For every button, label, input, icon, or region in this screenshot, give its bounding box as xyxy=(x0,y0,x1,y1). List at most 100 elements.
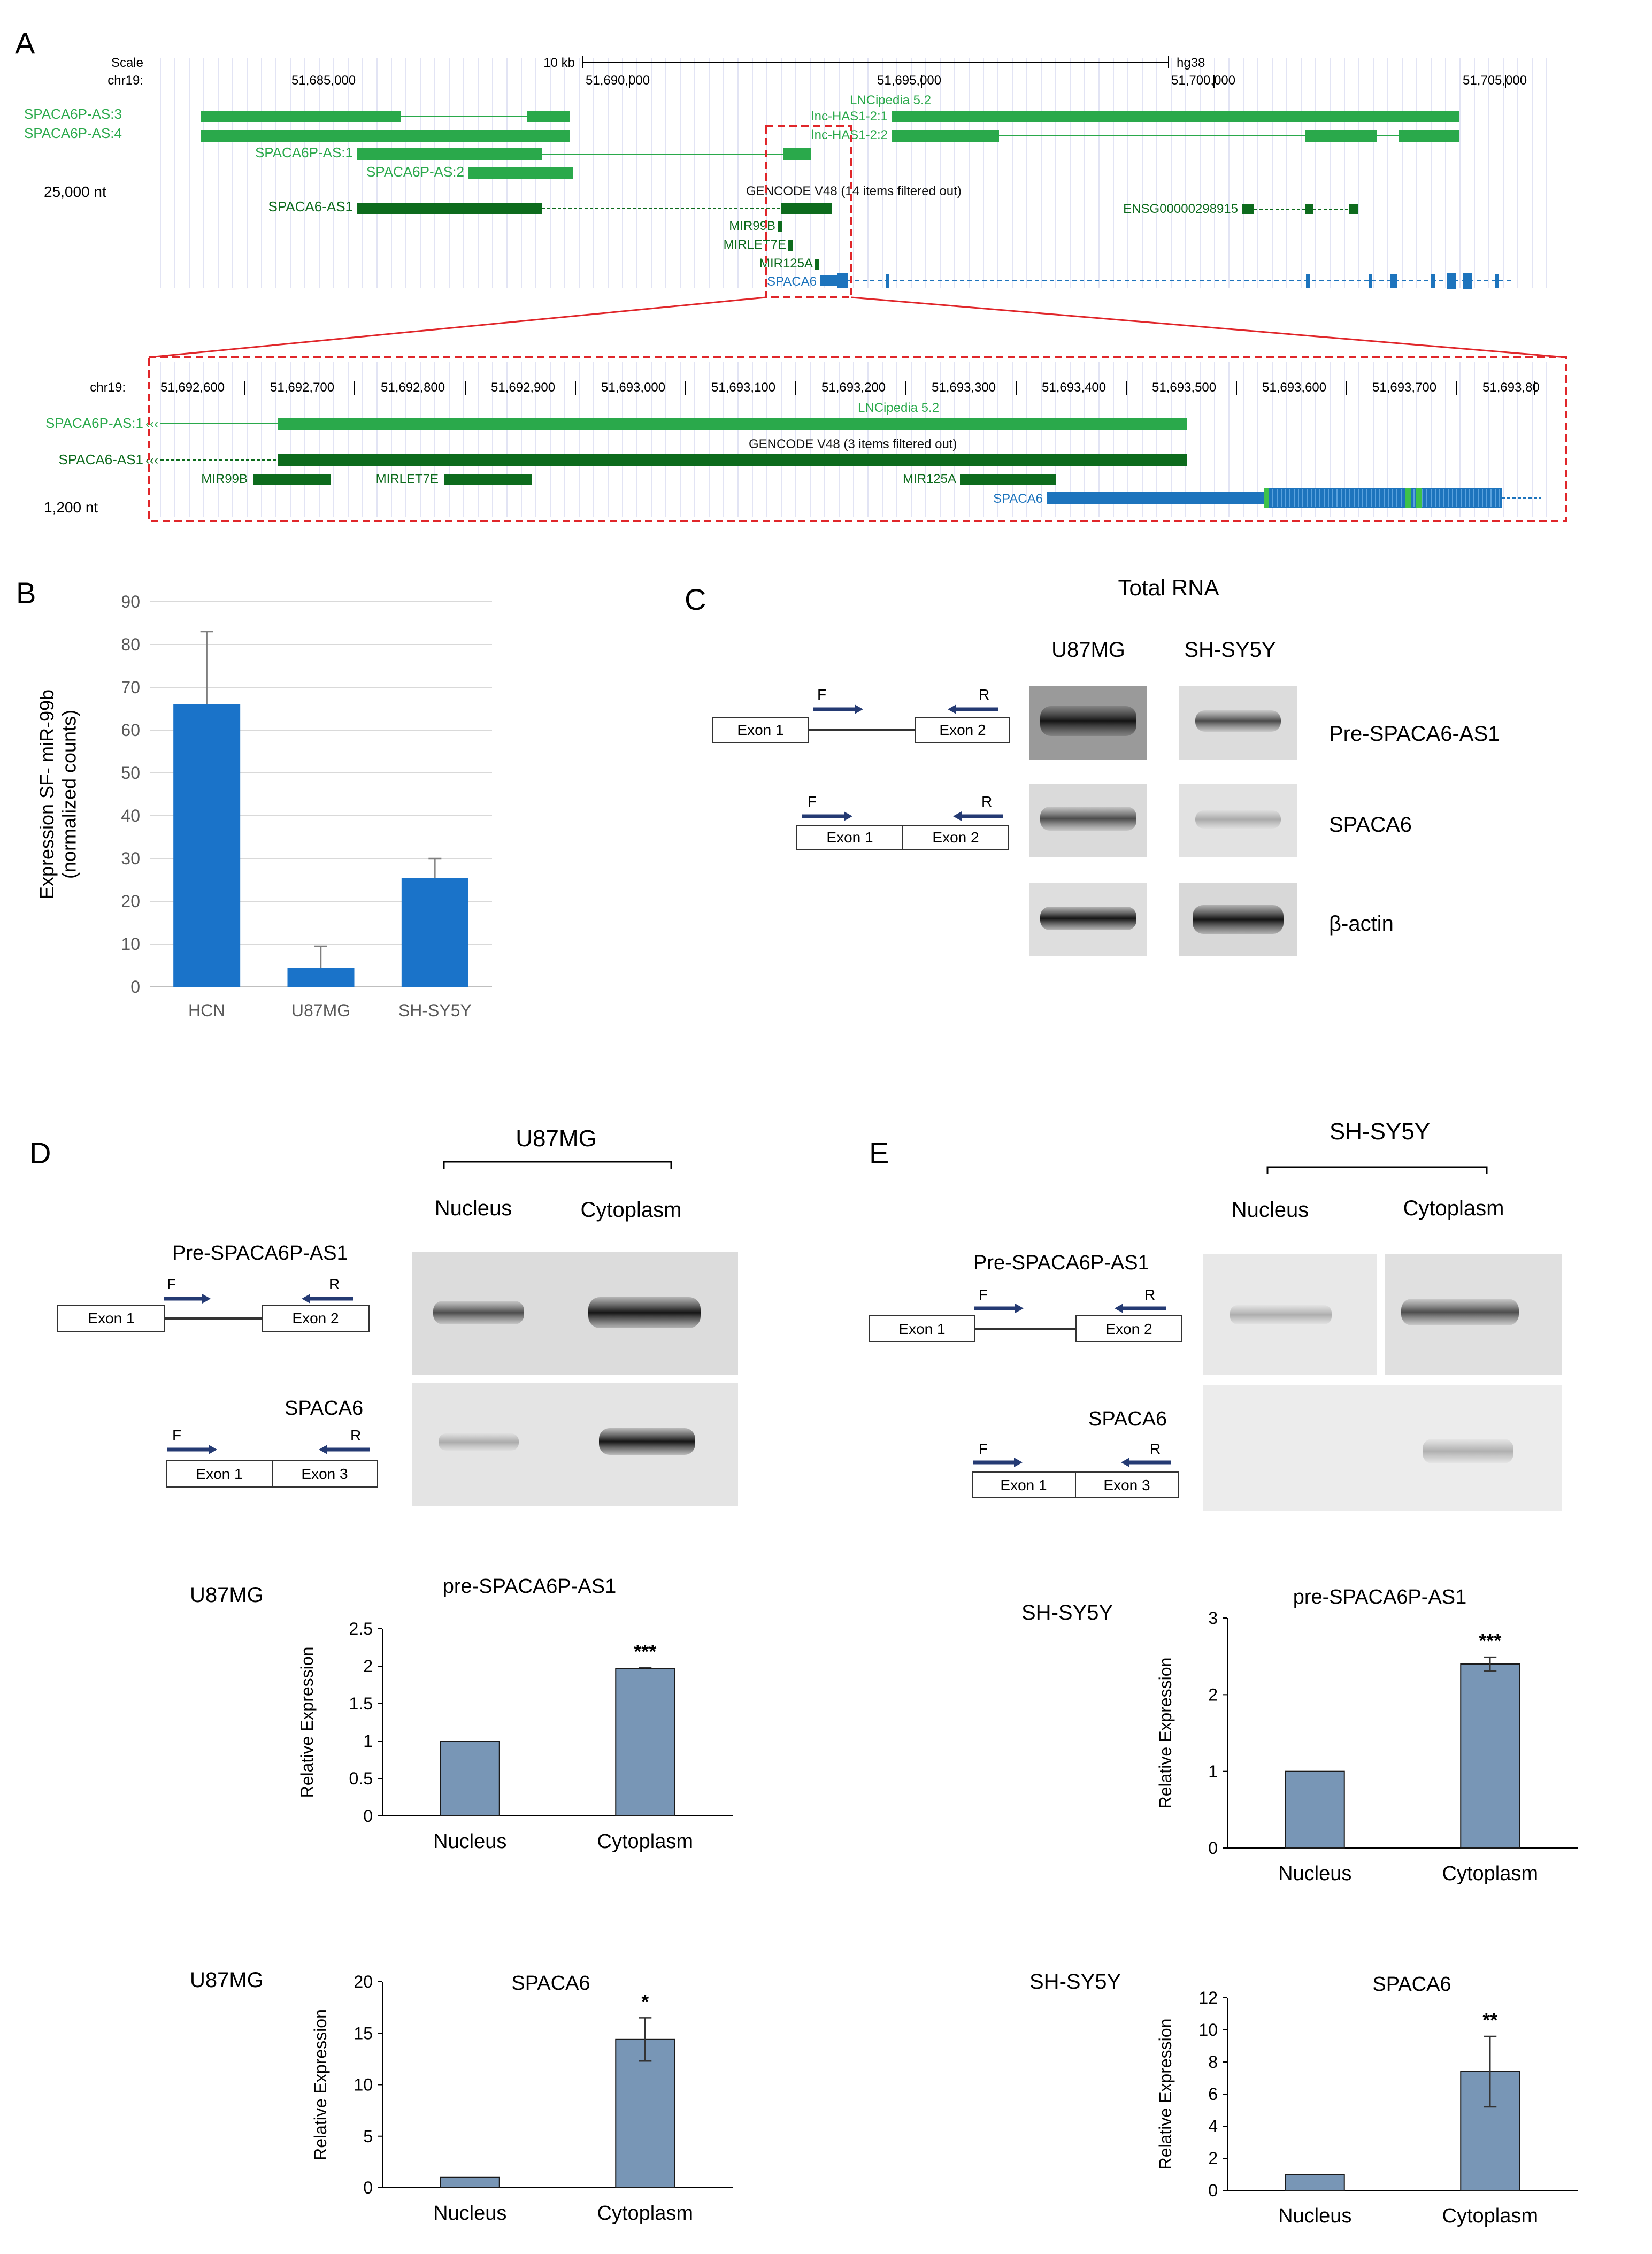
y-tick-label: 90 xyxy=(121,592,140,611)
reverse-primer-label: R xyxy=(329,1276,340,1292)
zoom-nt-label: 1,200 nt xyxy=(44,499,98,516)
zoom-track-label-mir125a: MIR125A xyxy=(903,472,956,486)
y-tick-label: 5 xyxy=(363,2127,373,2146)
primer-schematic-e-pre: Exon 1 Exon 2 F R xyxy=(869,1286,1182,1342)
y-tick-label: 6 xyxy=(1208,2084,1218,2104)
zoom-position: 51,693,600 xyxy=(1262,380,1326,395)
track-label-spaca6: SPACA6 xyxy=(767,274,817,289)
zoom-region-box xyxy=(765,125,852,298)
zoom-position: 51,693,000 xyxy=(601,380,665,395)
lncipedia-label: LNCipedia 5.2 xyxy=(850,93,931,108)
panel-label-c: C xyxy=(685,582,706,616)
y-tick-label: 0 xyxy=(1208,1838,1218,1858)
panel-d-gene2-label: SPACA6 xyxy=(285,1397,363,1420)
primer-schematic-mature: Exon 1 Exon 2 F R xyxy=(796,793,1009,850)
y-tick-label: 10 xyxy=(1198,2020,1218,2040)
track-label-spaca6p-as3: SPACA6P-AS:3 xyxy=(24,106,122,122)
y-tick-label: 0 xyxy=(363,2178,373,2197)
zoom-position: 51,693,80 xyxy=(1482,380,1540,395)
overview-position: 51,685,000 xyxy=(291,73,356,88)
zoom-connector xyxy=(148,296,766,358)
panel-c-cell-line-u87: U87MG xyxy=(1051,638,1125,662)
significance-label: *** xyxy=(1479,1630,1501,1652)
y-tick-label: 1.5 xyxy=(349,1694,373,1713)
panel-c-title: Total RNA xyxy=(1118,575,1219,600)
x-category-label: HCN xyxy=(188,1001,225,1020)
y-tick-label: 30 xyxy=(121,849,140,868)
chart-cell-line-label: U87MG xyxy=(190,1968,264,1992)
track-label-spaca6-as1: SPACA6-AS1 xyxy=(268,198,353,214)
primer-schematic-d-pre: Exon 1 Exon 2 F R xyxy=(57,1276,370,1332)
significance-label: ** xyxy=(1482,2009,1497,2031)
overview-position: 51,700,000 xyxy=(1171,73,1235,88)
chevron-icon: ‹‹‹ xyxy=(145,453,158,467)
overview-position: 51,690,000 xyxy=(586,73,650,88)
gel-row-label: SPACA6 xyxy=(1329,813,1412,837)
bar xyxy=(440,1741,500,1816)
zoom-chr-label: chr19: xyxy=(90,380,126,395)
panel-e-gene2-label: SPACA6 xyxy=(1088,1408,1167,1430)
chart-title: SPACA6 xyxy=(511,1972,590,1995)
reverse-primer-label: R xyxy=(1144,1286,1155,1303)
significance-label: *** xyxy=(634,1640,656,1662)
panel-d-fraction-nucleus: Nucleus xyxy=(435,1197,512,1220)
bar xyxy=(1460,1663,1520,1849)
zoom-track-label-mir99b: MIR99B xyxy=(201,472,248,486)
track-label-lnc-has1-1: lnc-HAS1-2:1 xyxy=(811,109,888,124)
y-tick-label: 0.5 xyxy=(349,1769,373,1788)
track-label-lnc-has1-2: lnc-HAS1-2:2 xyxy=(811,128,888,142)
y-tick-label: 2 xyxy=(1208,1685,1218,1705)
scale-bar-text: 10 kb xyxy=(543,56,575,70)
panel-e-fraction-cytoplasm: Cytoplasm xyxy=(1403,1197,1504,1220)
track-label-mirlet7e: MIRLET7E xyxy=(724,237,786,252)
gel-d-pre-spaca6p-as1 xyxy=(412,1252,738,1375)
y-axis-label: Relative Expression xyxy=(297,1647,317,1798)
genome-browser-zoom: chr19: 51,692,600 51,692,700 51,692,800 … xyxy=(44,356,1567,522)
gencode-label: GENCODE V48 (14 items filtered out) xyxy=(746,184,962,198)
coding-region-stripes xyxy=(1272,489,1500,507)
forward-primer-label: F xyxy=(172,1427,181,1444)
y-tick-label: 10 xyxy=(121,934,140,954)
exon-label: Exon 1 xyxy=(196,1466,242,1482)
gel-row-label: β-actin xyxy=(1329,912,1394,936)
y-tick-label: 70 xyxy=(121,678,140,697)
y-tick-label: 50 xyxy=(121,763,140,783)
x-category-label: Cytoplasm xyxy=(1442,2205,1539,2227)
exon-label: Exon 3 xyxy=(1103,1477,1150,1493)
exon-label: Exon 1 xyxy=(88,1310,134,1327)
zoom-connector xyxy=(851,296,1566,358)
reverse-primer-label: R xyxy=(350,1427,361,1444)
zoom-position: 51,692,800 xyxy=(381,380,445,395)
forward-primer-label: F xyxy=(167,1276,176,1292)
zoom-position-ticks: 51,692,600 51,692,700 51,692,800 51,692,… xyxy=(160,380,1540,395)
y-tick-label: 15 xyxy=(354,2023,373,2043)
x-category-label: Cytoplasm xyxy=(1442,1862,1539,1885)
bar xyxy=(1285,2174,1345,2191)
zoom-track-label-spaca6p-as1: SPACA6P-AS:1 xyxy=(45,415,143,431)
zoom-track-label-spaca6-as1: SPACA6-AS1 xyxy=(59,451,143,467)
zoom-lncipedia-label: LNCipedia 5.2 xyxy=(858,401,939,415)
zoom-track-label-mirlet7e: MIRLET7E xyxy=(376,472,439,486)
panel-d-gene1-label: Pre-SPACA6P-AS1 xyxy=(172,1242,348,1264)
track-label-mir125a: MIR125A xyxy=(759,256,813,271)
track-label-spaca6p-as1: SPACA6P-AS:1 xyxy=(255,144,353,160)
gel-spaca6 xyxy=(1029,784,1297,857)
panel-label-b: B xyxy=(16,576,36,610)
browser-zoom-gridlines xyxy=(160,362,1547,517)
y-tick-label: 3 xyxy=(1208,1608,1218,1628)
panel-e-gene1-label: Pre-SPACA6P-AS1 xyxy=(973,1252,1149,1274)
bracket xyxy=(1266,1166,1488,1174)
overview-nt-label: 25,000 nt xyxy=(44,183,106,200)
chart-e-pre-spaca6p-as1: 0 1 2 3 Nucleus Cytoplasm *** Relative Expressi… xyxy=(1021,1586,1578,1885)
chart-b-mirna-expression: 0 10 20 30 40 50 60 70 80 90 HCN U87MG SH-SY5Y Expres… xyxy=(36,592,492,1020)
y-tick-label: 20 xyxy=(121,892,140,911)
gel-e-pre-spaca6p-as1 xyxy=(1203,1254,1562,1375)
forward-primer-label: F xyxy=(979,1286,988,1303)
bar xyxy=(173,704,241,987)
chart-d-pre-spaca6p-as1: 0 0.5 1 1.5 2 2.5 Nucleus Cytoplasm *** Relative … xyxy=(190,1575,733,1853)
track-label-spaca6p-as4: SPACA6P-AS:4 xyxy=(24,125,122,141)
overview-position: 51,705,000 xyxy=(1463,73,1527,88)
track-label-ensg: ENSG00000298915 xyxy=(1123,202,1238,216)
chart-cell-line-label: U87MG xyxy=(190,1583,264,1607)
